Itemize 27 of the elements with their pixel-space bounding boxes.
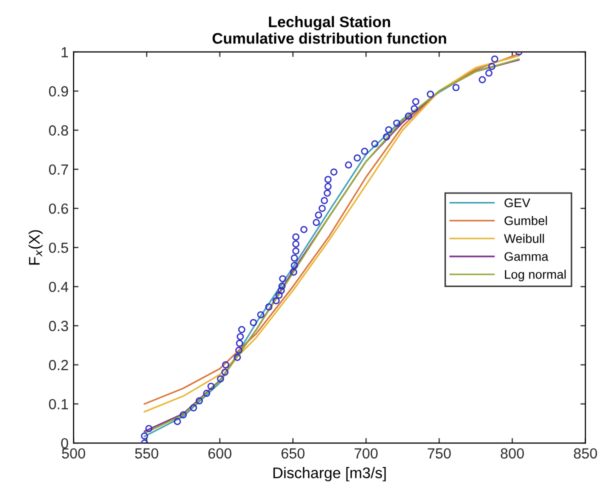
y-tick-label: 0.1 (49, 399, 68, 410)
y-tick-label: 0.6 (49, 203, 68, 214)
y-tick-label: 0.3 (49, 320, 68, 332)
legend-label: Gumbel (504, 216, 547, 226)
x-tick-label: 550 (135, 448, 158, 459)
x-tick-label: 500 (62, 448, 86, 459)
y-tick-label: 1 (62, 47, 68, 58)
x-tick-label: 850 (574, 448, 598, 459)
legend-label: Weibull (504, 234, 544, 244)
y-axis-title: F$_{x}$(X) (28, 230, 43, 265)
y-tick-label: 0.2 (49, 360, 68, 370)
x-axis-title: Discharge [m3/s] (273, 467, 386, 482)
y-tick-label: 0.5 (49, 242, 68, 253)
x-tick-label: 700 (354, 448, 378, 459)
x-tick-label: 600 (208, 448, 232, 459)
x-tick-label: 750 (428, 448, 451, 459)
y-tick-label: 0.4 (49, 282, 68, 292)
y-tick-label: 0 (61, 438, 68, 448)
y-tick-label: 0.8 (49, 125, 68, 136)
y-tick-label: 0.7 (49, 164, 68, 175)
chart-title: Lechugal Station Cumulative distribution function (212, 16, 446, 44)
x-tick-label: 800 (500, 448, 524, 459)
legend-label: Log normal (504, 270, 566, 282)
x-tick-label: 650 (282, 448, 305, 459)
legend-label: Gamma (504, 252, 548, 261)
y-tick-label: 0.9 (49, 86, 68, 97)
legend-label: GEV (504, 198, 530, 208)
